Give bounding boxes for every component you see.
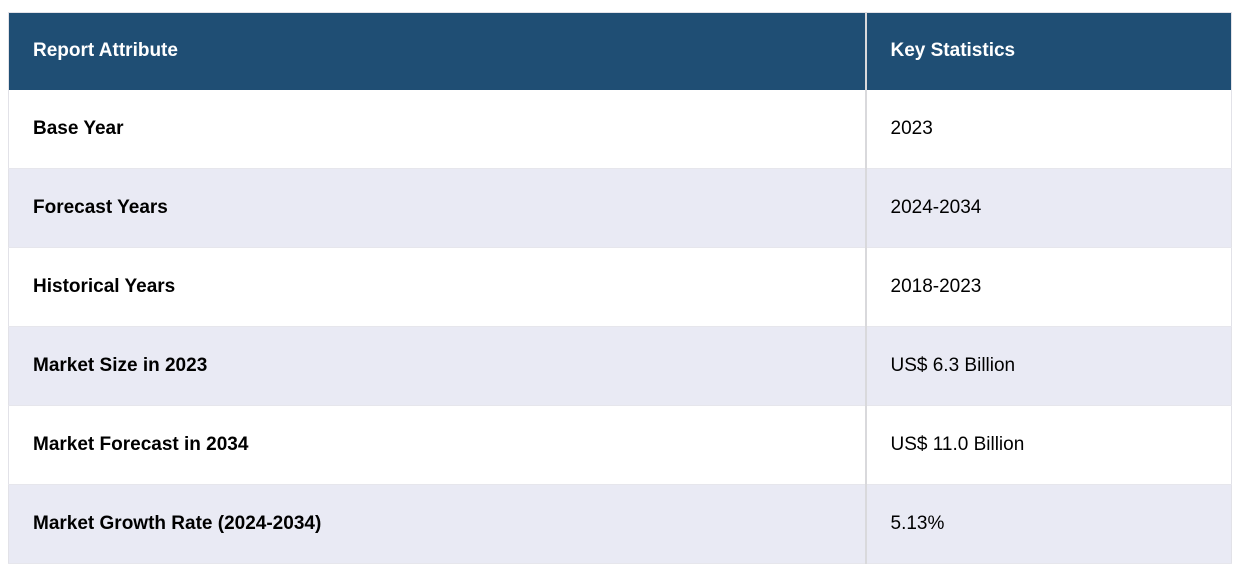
table-row-base-year: Base Year 2023 [8, 90, 1232, 169]
attribute-cell: Market Growth Rate (2024-2034) [8, 484, 866, 564]
value-cell: US$ 11.0 Billion [864, 405, 1232, 485]
attribute-cell: Market Forecast in 2034 [8, 405, 866, 485]
value-cell: US$ 6.3 Billion [864, 326, 1232, 406]
report-attributes-table: Report Attribute Key Statistics Base Yea… [8, 12, 1232, 564]
table-row-forecast-years: Forecast Years 2024-2034 [8, 168, 1232, 248]
table-row-growth-rate: Market Growth Rate (2024-2034) 5.13% [8, 484, 1232, 564]
attribute-cell: Base Year [8, 90, 866, 169]
attribute-cell: Market Size in 2023 [8, 326, 866, 406]
table-body: Base Year 2023 Forecast Years 2024-2034 … [8, 90, 1232, 564]
column-header-report-attribute: Report Attribute [8, 12, 866, 90]
value-cell: 5.13% [864, 484, 1232, 564]
table-header: Report Attribute Key Statistics [8, 12, 1232, 90]
table-row-market-size: Market Size in 2023 US$ 6.3 Billion [8, 326, 1232, 406]
attribute-cell: Forecast Years [8, 168, 866, 248]
attribute-cell: Historical Years [8, 247, 866, 327]
column-header-key-statistics: Key Statistics [864, 12, 1232, 90]
header-row: Report Attribute Key Statistics [8, 12, 1232, 90]
value-cell: 2023 [864, 90, 1232, 169]
table-row-historical-years: Historical Years 2018-2023 [8, 247, 1232, 327]
value-cell: 2024-2034 [864, 168, 1232, 248]
table-row-market-forecast: Market Forecast in 2034 US$ 11.0 Billion [8, 405, 1232, 485]
value-cell: 2018-2023 [864, 247, 1232, 327]
